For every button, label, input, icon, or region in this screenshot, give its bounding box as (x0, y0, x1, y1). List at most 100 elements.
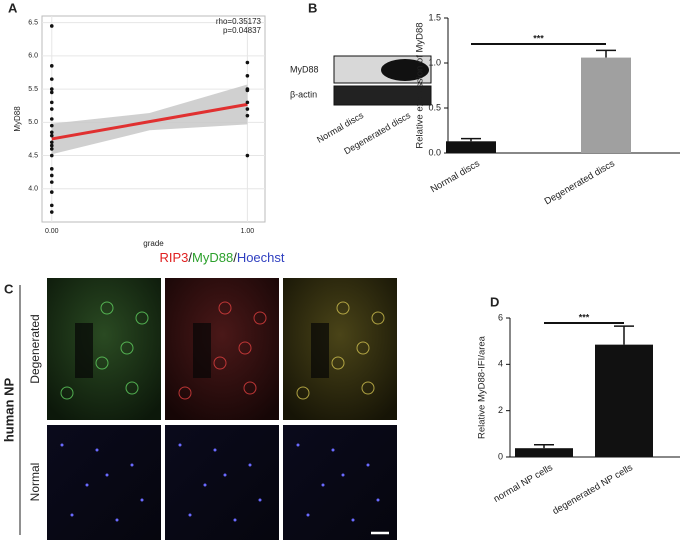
stain-title: RIP3/MyD88/Hoechst (159, 250, 284, 265)
y-tick-label: 1.5 (428, 12, 441, 22)
y-tick-label: 0 (498, 451, 503, 461)
blot-label: β-actin (290, 89, 317, 99)
point (49, 203, 54, 208)
fit-line (51, 102, 248, 141)
y-tick-label: 6 (498, 312, 503, 322)
cell (296, 386, 310, 400)
cell (243, 381, 257, 395)
point (49, 210, 54, 214)
stain-part: RIP3 (159, 250, 188, 265)
x-tick-label: 1.00 (241, 228, 255, 235)
blot-label: MyD88 (290, 64, 319, 74)
x-tick-label: Normal discs (429, 158, 482, 195)
point (49, 180, 54, 184)
nucleus (233, 518, 237, 522)
y-tick-label: 0.5 (428, 102, 441, 112)
bar (595, 344, 653, 457)
cell (238, 341, 252, 355)
dark-region (193, 323, 211, 378)
panel-label: A (8, 0, 18, 15)
cell (178, 386, 192, 400)
y-tick-label: 5.5 (28, 86, 38, 93)
significance: *** (533, 33, 544, 43)
panel-label: D (490, 294, 499, 309)
cell (356, 341, 370, 355)
point (49, 77, 54, 81)
point (49, 147, 54, 151)
nucleus (341, 473, 345, 477)
dark-region (75, 323, 93, 378)
nucleus (95, 448, 99, 452)
stain-part: Hoechst (237, 250, 285, 265)
point (245, 60, 250, 65)
point (49, 123, 54, 128)
cell (371, 311, 385, 325)
blot-strip (333, 85, 432, 106)
annotation: rho=0.35173 (216, 17, 262, 26)
nucleus (213, 448, 217, 452)
nucleus (296, 443, 300, 447)
cell (100, 301, 114, 315)
nucleus (105, 473, 109, 477)
point (245, 74, 250, 78)
nucleus (376, 498, 380, 502)
nucleus (248, 463, 252, 467)
stain-part: MyD88 (192, 250, 233, 265)
nucleus (188, 513, 192, 517)
x-tick-label: normal NP cells (492, 462, 555, 505)
micrograph (283, 425, 397, 540)
point (49, 90, 54, 95)
y-tick-label: 6.0 (28, 53, 38, 60)
nucleus (351, 518, 355, 522)
point (49, 167, 54, 171)
point (49, 133, 54, 138)
dark-region (311, 323, 329, 378)
micrograph (47, 425, 161, 540)
x-tick-label: Degenerated discs (543, 158, 617, 207)
stain-part: / (188, 250, 192, 265)
cell (60, 386, 74, 400)
cell (331, 356, 345, 370)
x-tick-label: 0.00 (45, 228, 59, 235)
cell (336, 301, 350, 315)
point (49, 117, 54, 121)
x-tick-label: degenerated NP cells (551, 462, 635, 517)
point (49, 153, 54, 158)
blot-band (381, 59, 429, 81)
nucleus (178, 443, 182, 447)
y-axis-label: MyD88 (13, 106, 22, 132)
nucleus (115, 518, 119, 522)
y-axis-label: Relative expression of MyD88 (415, 22, 426, 148)
annotation: p=0.04837 (223, 26, 262, 35)
bar (515, 448, 573, 457)
nucleus (366, 463, 370, 467)
point (49, 107, 54, 111)
tissue-label: human NP (1, 378, 16, 443)
y-tick-label: 2 (498, 405, 503, 415)
cell (125, 381, 139, 395)
nucleus (223, 473, 227, 477)
y-axis-label: Relative MyD88-IFI/area (477, 335, 488, 439)
cell (95, 356, 109, 370)
cell (218, 301, 232, 315)
point (245, 113, 250, 118)
panel-label: B (308, 0, 317, 15)
y-tick-label: 4.5 (28, 152, 38, 159)
cell (253, 311, 267, 325)
point (49, 140, 54, 145)
point (49, 64, 54, 68)
point (245, 107, 250, 111)
point (49, 130, 54, 135)
nucleus (70, 513, 74, 517)
bar (581, 57, 631, 153)
nucleus (203, 483, 207, 487)
y-tick-label: 1.0 (428, 57, 441, 67)
nucleus (306, 513, 310, 517)
point (245, 100, 250, 105)
point (245, 88, 250, 93)
y-tick-label: 0.0 (428, 147, 441, 157)
confidence-band (51, 84, 248, 155)
panel-label: C (4, 281, 14, 296)
nucleus (331, 448, 335, 452)
